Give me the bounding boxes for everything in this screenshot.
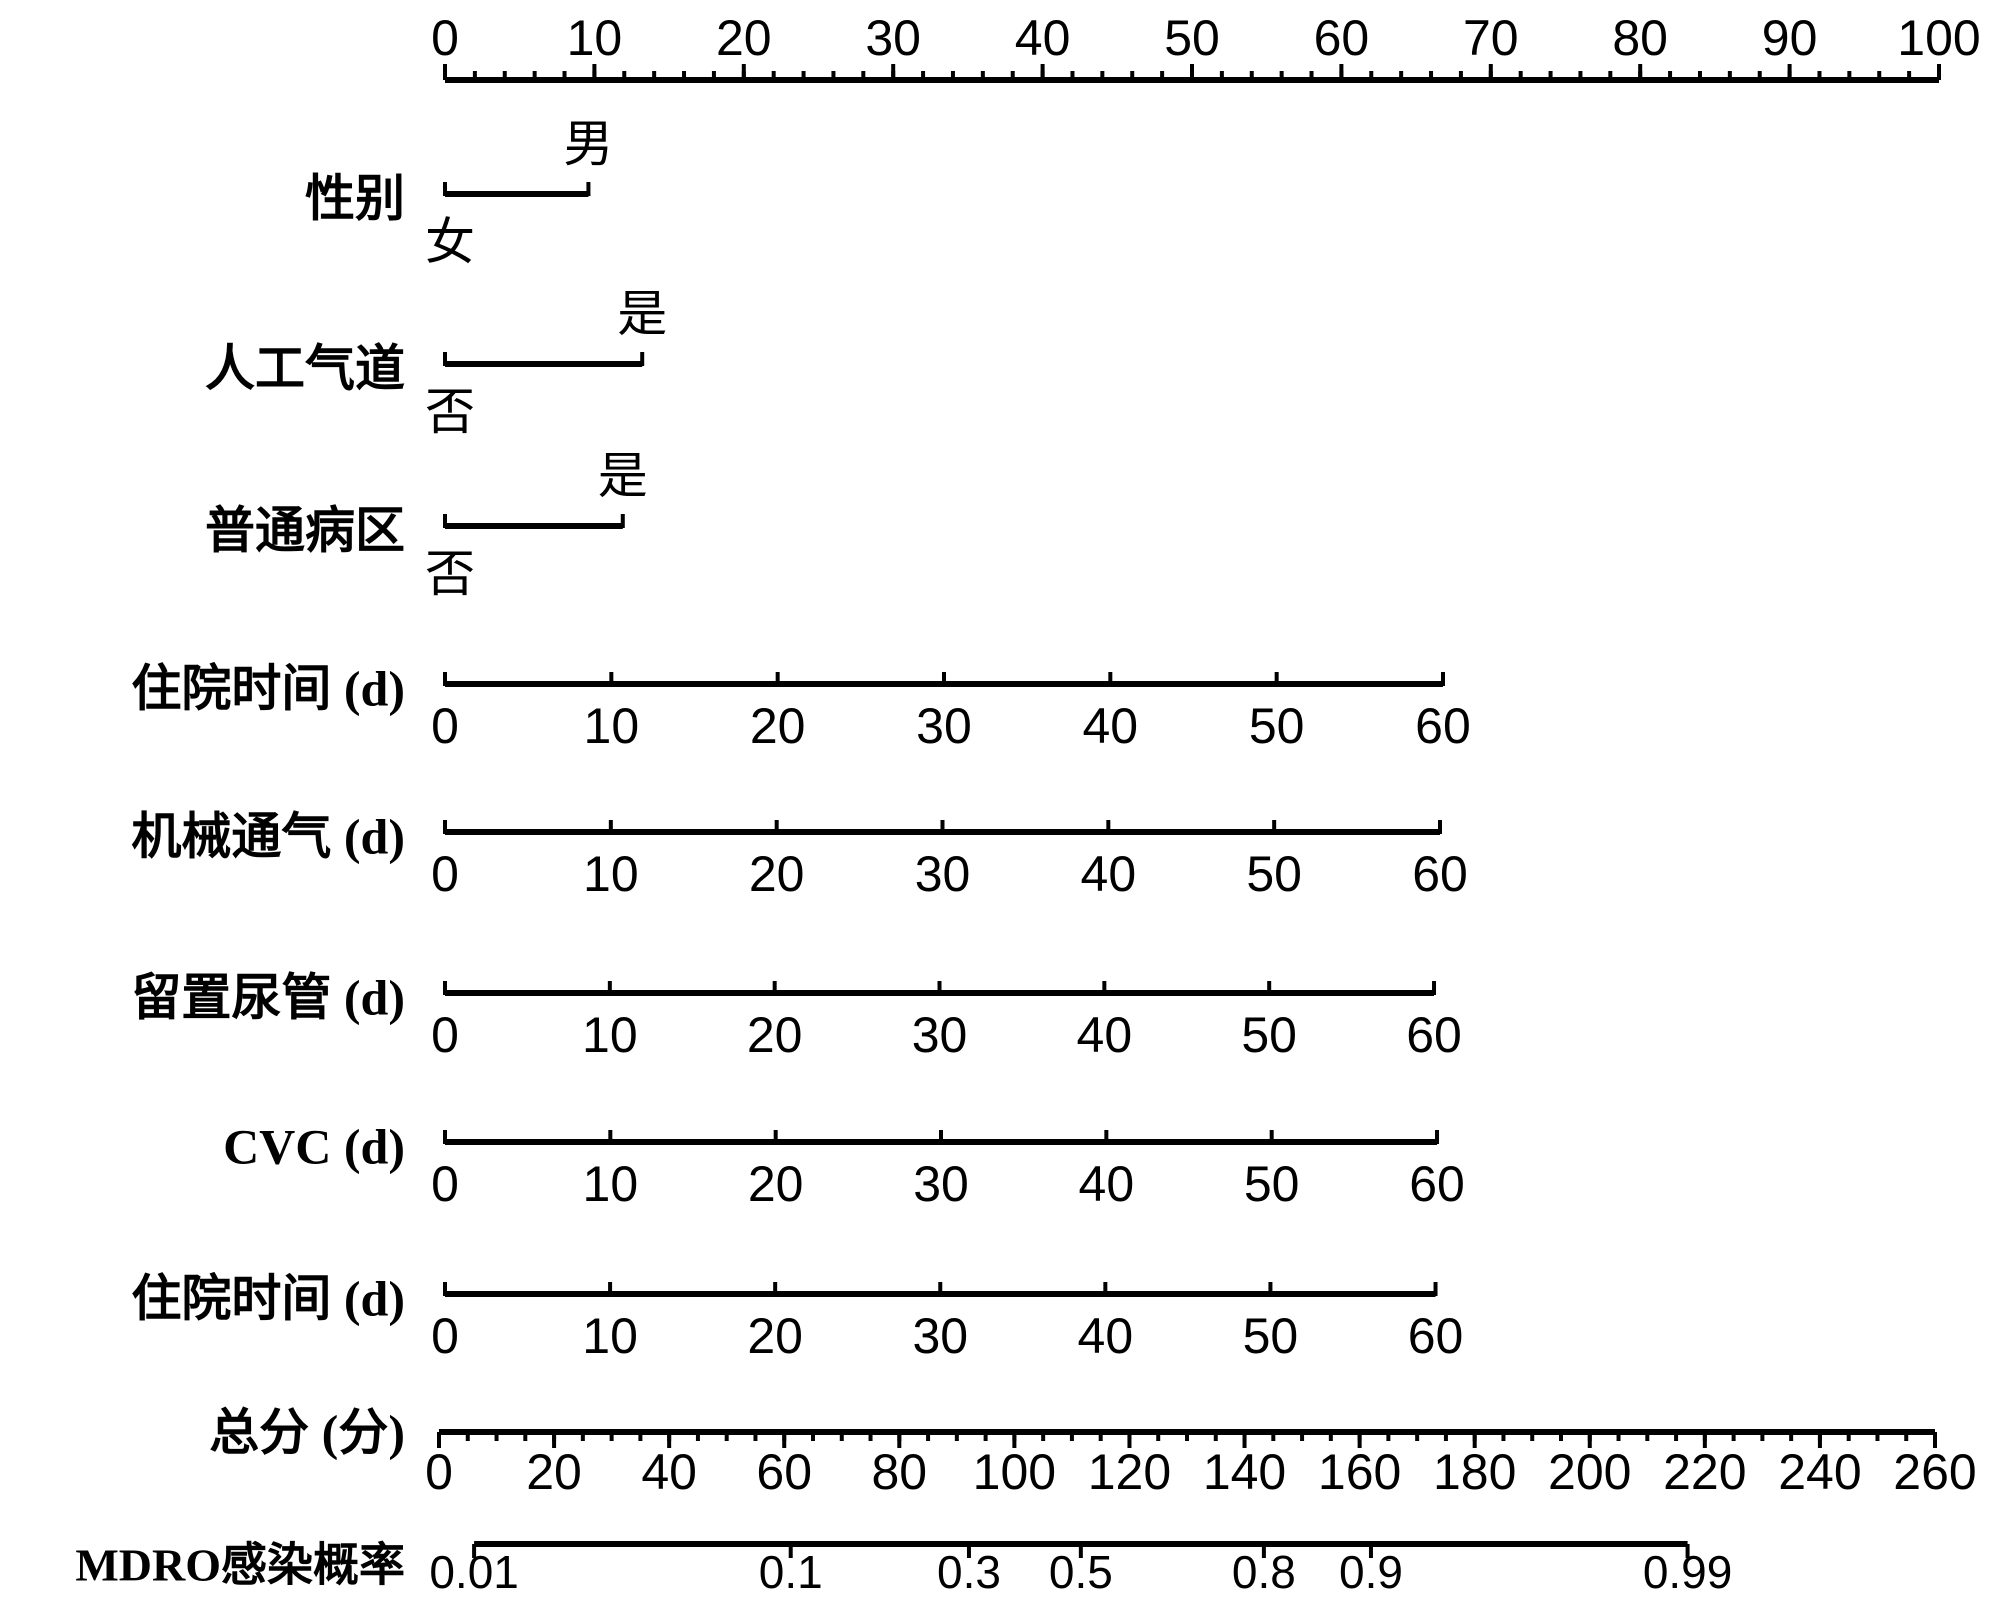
tick-label: 140 <box>1203 1444 1286 1500</box>
tick-label: 30 <box>912 1007 968 1063</box>
variable-label: 留置尿管 (d) <box>131 969 405 1025</box>
variable-label: 住院时间 (d) <box>131 1270 405 1326</box>
category-label: 是 <box>617 286 667 342</box>
tick-label: 30 <box>915 846 971 902</box>
tick-label: 50 <box>1246 846 1302 902</box>
tick-label: 20 <box>716 10 772 66</box>
axis-label: 总分 (分) <box>209 1404 405 1460</box>
tick-label: 40 <box>1081 846 1137 902</box>
tick-label: 200 <box>1548 1444 1631 1500</box>
tick-label: 20 <box>749 846 805 902</box>
tick-label: 40 <box>1015 10 1071 66</box>
category-label: 是 <box>598 448 648 504</box>
tick-label: 50 <box>1244 1156 1300 1212</box>
tick-label: 220 <box>1663 1444 1746 1500</box>
tick-label: 60 <box>1408 1308 1464 1364</box>
tick-label: 160 <box>1318 1444 1401 1500</box>
tick-label: 40 <box>1079 1156 1135 1212</box>
tick-label: 40 <box>1077 1007 1133 1063</box>
variable-label: 普通病区 <box>205 502 405 558</box>
tick-label: 0 <box>431 1308 459 1364</box>
tick-label: 0 <box>431 698 459 754</box>
tick-label: 10 <box>582 1007 638 1063</box>
tick-label: 0.5 <box>1049 1546 1113 1598</box>
tick-label: 0.01 <box>429 1546 519 1598</box>
tick-label: 40 <box>1083 698 1139 754</box>
tick-label: 60 <box>1412 846 1468 902</box>
tick-label: 40 <box>641 1444 697 1500</box>
tick-label: 260 <box>1893 1444 1976 1500</box>
tick-label: 240 <box>1778 1444 1861 1500</box>
tick-label: 10 <box>582 1308 638 1364</box>
tick-label: 70 <box>1463 10 1519 66</box>
tick-label: 20 <box>750 698 806 754</box>
tick-label: 10 <box>583 1156 639 1212</box>
tick-label: 20 <box>526 1444 582 1500</box>
tick-label: 20 <box>747 1308 803 1364</box>
category-label: 否 <box>425 384 475 440</box>
tick-label: 0 <box>431 1156 459 1212</box>
category-label: 女 <box>425 214 475 270</box>
tick-label: 60 <box>756 1444 812 1500</box>
tick-label: 50 <box>1241 1007 1297 1063</box>
tick-label: 30 <box>913 1156 969 1212</box>
tick-label: 0.1 <box>759 1546 823 1598</box>
tick-label: 0.3 <box>937 1546 1001 1598</box>
category-label: 否 <box>425 546 475 602</box>
tick-label: 0 <box>431 10 459 66</box>
tick-label: 80 <box>871 1444 927 1500</box>
tick-label: 30 <box>916 698 972 754</box>
tick-label: 50 <box>1249 698 1305 754</box>
tick-label: 0.99 <box>1643 1546 1733 1598</box>
tick-label: 0.9 <box>1339 1546 1403 1598</box>
tick-label: 30 <box>912 1308 968 1364</box>
tick-label: 60 <box>1314 10 1370 66</box>
tick-label: 0 <box>425 1444 453 1500</box>
tick-label: 120 <box>1088 1444 1171 1500</box>
variable-label: 性别 <box>305 170 405 226</box>
tick-label: 60 <box>1409 1156 1465 1212</box>
variable-label: 机械通气 (d) <box>131 808 405 864</box>
tick-label: 60 <box>1415 698 1471 754</box>
tick-label: 0 <box>431 846 459 902</box>
category-label: 男 <box>563 116 613 172</box>
tick-label: 60 <box>1406 1007 1462 1063</box>
axis-label: MDRO感染概率 <box>75 1540 405 1591</box>
variable-label: 住院时间 (d) <box>131 660 405 716</box>
variable-label: CVC (d) <box>223 1118 405 1174</box>
tick-label: 0 <box>431 1007 459 1063</box>
tick-label: 180 <box>1433 1444 1516 1500</box>
tick-label: 0.8 <box>1232 1546 1296 1598</box>
tick-label: 50 <box>1164 10 1220 66</box>
tick-label: 20 <box>747 1007 803 1063</box>
tick-label: 20 <box>748 1156 804 1212</box>
tick-label: 80 <box>1612 10 1668 66</box>
tick-label: 90 <box>1762 10 1818 66</box>
tick-label: 100 <box>1897 10 1980 66</box>
tick-label: 100 <box>973 1444 1056 1500</box>
tick-label: 30 <box>865 10 921 66</box>
tick-label: 10 <box>567 10 623 66</box>
tick-label: 50 <box>1243 1308 1299 1364</box>
tick-label: 10 <box>584 698 640 754</box>
variable-label: 人工气道 <box>205 340 405 396</box>
tick-label: 40 <box>1078 1308 1134 1364</box>
tick-label: 10 <box>583 846 639 902</box>
